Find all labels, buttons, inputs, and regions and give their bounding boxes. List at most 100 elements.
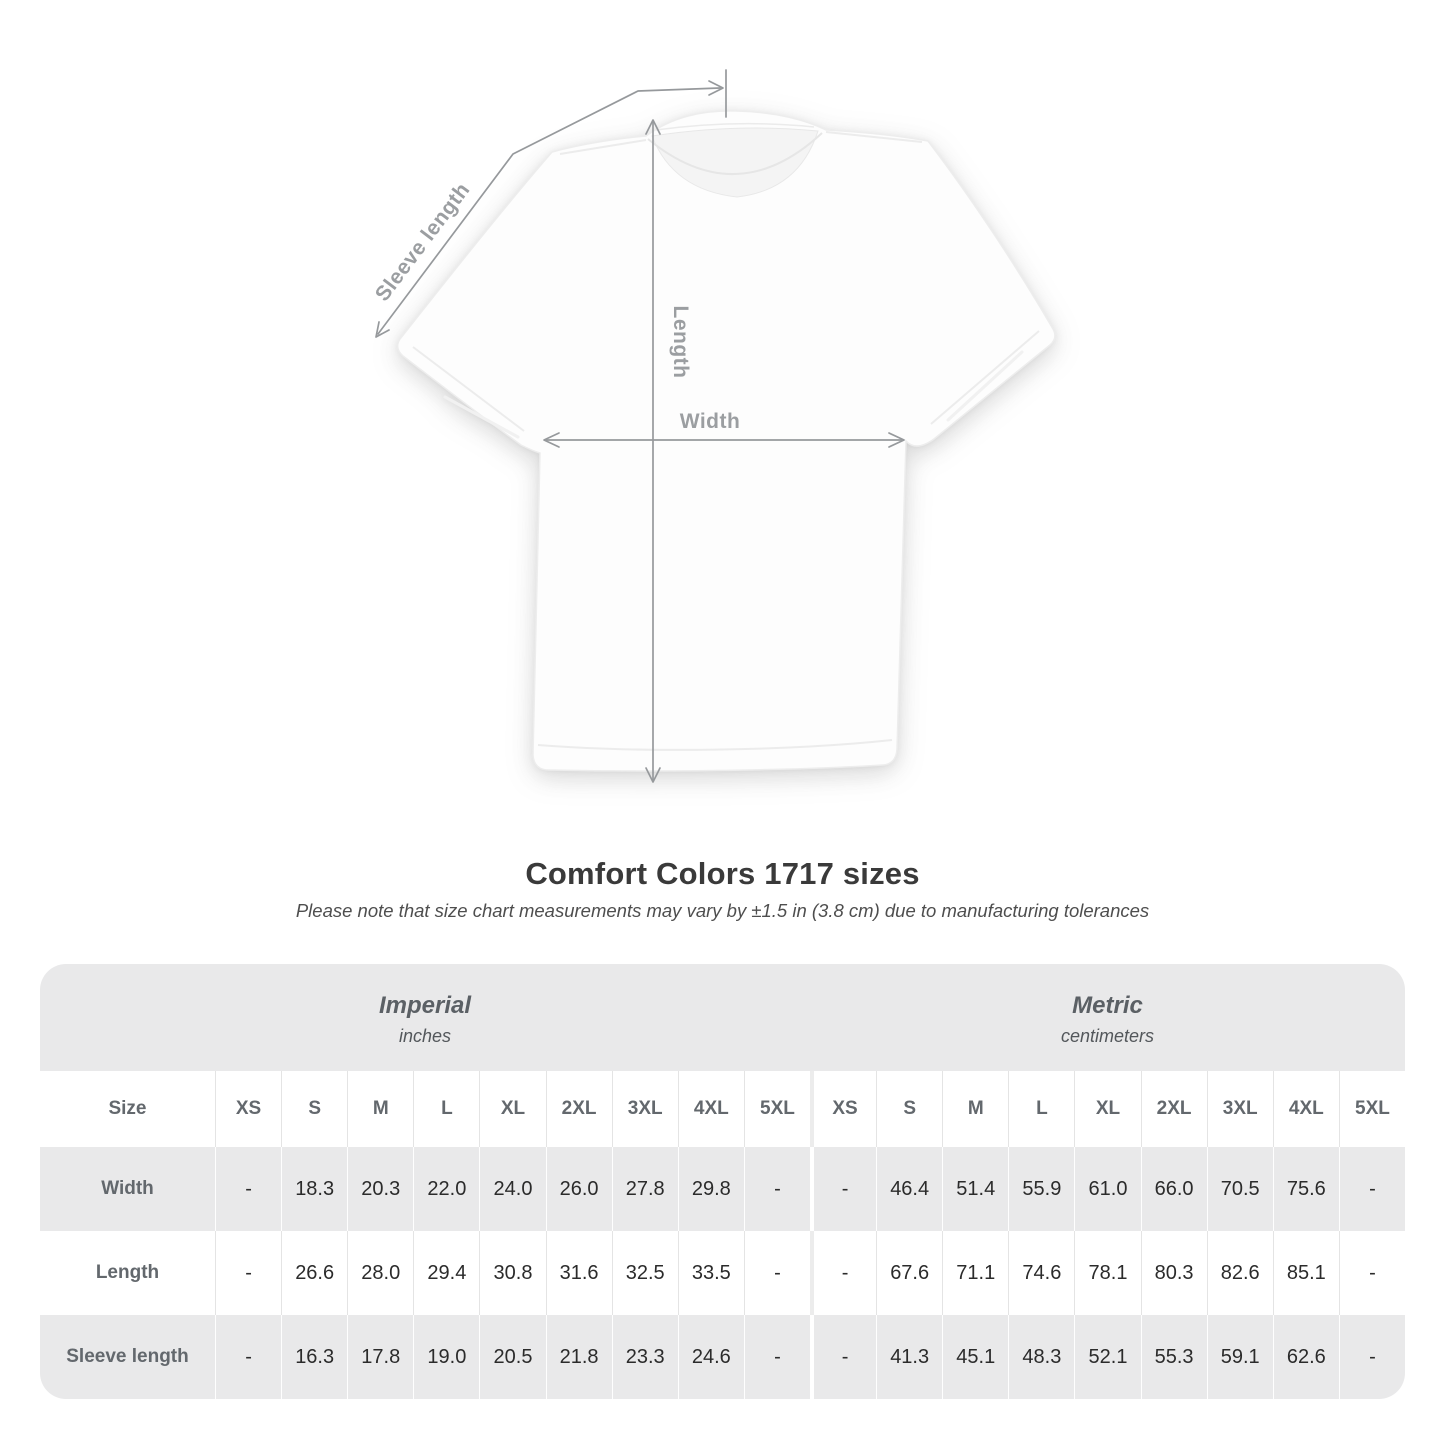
size-col-metric-3xl: 3XL bbox=[1206, 1071, 1273, 1147]
table-cell: - bbox=[215, 1315, 281, 1399]
table-cell: 85.1 bbox=[1272, 1231, 1339, 1315]
size-col-metric-l: L bbox=[1008, 1071, 1074, 1147]
size-col-metric-s: S bbox=[876, 1071, 942, 1147]
table-cell: - bbox=[215, 1231, 281, 1315]
table-cell: 75.6 bbox=[1272, 1147, 1339, 1231]
table-cell: 31.6 bbox=[545, 1231, 612, 1315]
table-cell: 52.1 bbox=[1074, 1315, 1140, 1399]
table-cell: 67.6 bbox=[876, 1231, 942, 1315]
width-arrowhead-right bbox=[888, 432, 905, 448]
table-cell: 30.8 bbox=[479, 1231, 545, 1315]
table-cell: 59.1 bbox=[1206, 1315, 1273, 1399]
table-cell: 17.8 bbox=[347, 1315, 413, 1399]
tshirt-fold-left bbox=[443, 395, 520, 439]
table-cell: 32.5 bbox=[611, 1231, 678, 1315]
table-cell: 74.6 bbox=[1008, 1231, 1074, 1315]
tshirt-figure-svg: Sleeve length Length Width bbox=[371, 69, 1056, 783]
table-cell: 46.4 bbox=[876, 1147, 942, 1231]
table-cell: 27.8 bbox=[611, 1147, 678, 1231]
tshirt-body-path bbox=[396, 110, 1056, 772]
table-cell: 21.8 bbox=[545, 1315, 612, 1399]
table-cell: - bbox=[810, 1231, 876, 1315]
table-cell: 66.0 bbox=[1140, 1147, 1207, 1231]
table-cell: 62.6 bbox=[1272, 1315, 1339, 1399]
size-col-imperial-3xl: 3XL bbox=[611, 1071, 678, 1147]
tolerance-note: Please note that size chart measurements… bbox=[295, 900, 1150, 921]
table-header-row: Size XS S M L XL 2XL 3XL 4XL 5XL XS S M … bbox=[40, 1071, 1405, 1147]
sleeve-length-arrowhead-left bbox=[375, 321, 390, 338]
size-col-imperial-4xl: 4XL bbox=[677, 1071, 744, 1147]
table-cell: 51.4 bbox=[942, 1147, 1008, 1231]
table-cell: 28.0 bbox=[347, 1231, 413, 1315]
tshirt-shoulder-seam-left bbox=[559, 139, 647, 155]
table-cell: 61.0 bbox=[1074, 1147, 1140, 1231]
size-col-imperial-s: S bbox=[281, 1071, 347, 1147]
sleeve-length-line bbox=[377, 87, 721, 335]
table-cell: 82.6 bbox=[1206, 1231, 1273, 1315]
width-arrowhead-left bbox=[543, 432, 560, 448]
length-arrowhead-top bbox=[645, 119, 661, 135]
sleeve-length-arrowhead-right bbox=[708, 80, 724, 96]
row-label: Length bbox=[95, 1262, 160, 1283]
table-cell: - bbox=[743, 1147, 810, 1231]
page-title: Comfort Colors 1717 sizes bbox=[525, 856, 920, 891]
length-arrowhead-bottom bbox=[645, 767, 661, 783]
row-label: Width bbox=[101, 1178, 154, 1199]
table-row-length: Length - 26.6 28.0 29.4 30.8 31.6 32.5 3… bbox=[40, 1231, 1405, 1315]
table-cell: 26.0 bbox=[545, 1147, 612, 1231]
table-cell: - bbox=[810, 1315, 876, 1399]
table-cell: 70.5 bbox=[1206, 1147, 1273, 1231]
size-col-imperial-5xl: 5XL bbox=[743, 1071, 810, 1147]
width-label: Width bbox=[680, 410, 741, 433]
tshirt-fold-right bbox=[946, 350, 1024, 422]
table-cell: 45.1 bbox=[942, 1315, 1008, 1399]
tshirt-left-cuff-hem bbox=[412, 346, 525, 432]
size-col-imperial-2xl: 2XL bbox=[545, 1071, 612, 1147]
size-col-metric-5xl: 5XL bbox=[1338, 1071, 1405, 1147]
table-cell: 16.3 bbox=[281, 1315, 347, 1399]
table-cell: 41.3 bbox=[876, 1315, 942, 1399]
size-col-imperial-m: M bbox=[347, 1071, 413, 1147]
table-cell: 26.6 bbox=[281, 1231, 347, 1315]
table-cell: 55.3 bbox=[1140, 1315, 1207, 1399]
table-cell: 24.0 bbox=[479, 1147, 545, 1231]
size-col-metric-4xl: 4XL bbox=[1272, 1071, 1339, 1147]
table-cell: 78.1 bbox=[1074, 1231, 1140, 1315]
metric-section-header: Metric centimeters bbox=[810, 964, 1405, 1071]
table-cell: 24.6 bbox=[677, 1315, 744, 1399]
metric-label: Metric bbox=[1072, 992, 1143, 1019]
imperial-unit-label: inches bbox=[398, 1026, 452, 1046]
size-header-cell: Size bbox=[108, 1098, 147, 1119]
size-col-metric-xs: XS bbox=[810, 1071, 876, 1147]
table-cell: 33.5 bbox=[677, 1231, 744, 1315]
table-cell: 22.0 bbox=[413, 1147, 479, 1231]
size-col-metric-m: M bbox=[942, 1071, 1008, 1147]
table-row-width: Width - 18.3 20.3 22.0 24.0 26.0 27.8 29… bbox=[40, 1147, 1405, 1231]
table-cell: - bbox=[810, 1147, 876, 1231]
tshirt-measurement-figure: Sleeve length Length Width bbox=[371, 69, 1056, 783]
table-cell: - bbox=[743, 1315, 810, 1399]
size-col-metric-xl: XL bbox=[1074, 1071, 1140, 1147]
table-cell: 55.9 bbox=[1008, 1147, 1074, 1231]
imperial-section-header: Imperial inches bbox=[40, 964, 810, 1071]
table-cell: 80.3 bbox=[1140, 1231, 1207, 1315]
table-cell: 71.1 bbox=[942, 1231, 1008, 1315]
metric-unit-label: centimeters bbox=[1060, 1026, 1155, 1046]
table-cell: 20.5 bbox=[479, 1315, 545, 1399]
table-row-sleeve-length: Sleeve length - 16.3 17.8 19.0 20.5 21.8… bbox=[40, 1315, 1405, 1399]
tshirt-shoulder-seam-right bbox=[825, 131, 923, 143]
table-cell: - bbox=[1338, 1315, 1405, 1399]
table-cell: 48.3 bbox=[1008, 1315, 1074, 1399]
table-cell: 29.8 bbox=[677, 1147, 744, 1231]
length-label: Length bbox=[669, 306, 692, 379]
tshirt-bottom-hem bbox=[537, 739, 893, 751]
row-label: Sleeve length bbox=[66, 1346, 189, 1367]
table-cell: - bbox=[1338, 1147, 1405, 1231]
tshirt-collar-inner-line bbox=[655, 122, 815, 131]
size-col-imperial-l: L bbox=[413, 1071, 479, 1147]
tshirt-neck-opening bbox=[651, 127, 819, 198]
imperial-label: Imperial bbox=[378, 992, 472, 1019]
size-col-metric-2xl: 2XL bbox=[1140, 1071, 1207, 1147]
table-cell: 18.3 bbox=[281, 1147, 347, 1231]
